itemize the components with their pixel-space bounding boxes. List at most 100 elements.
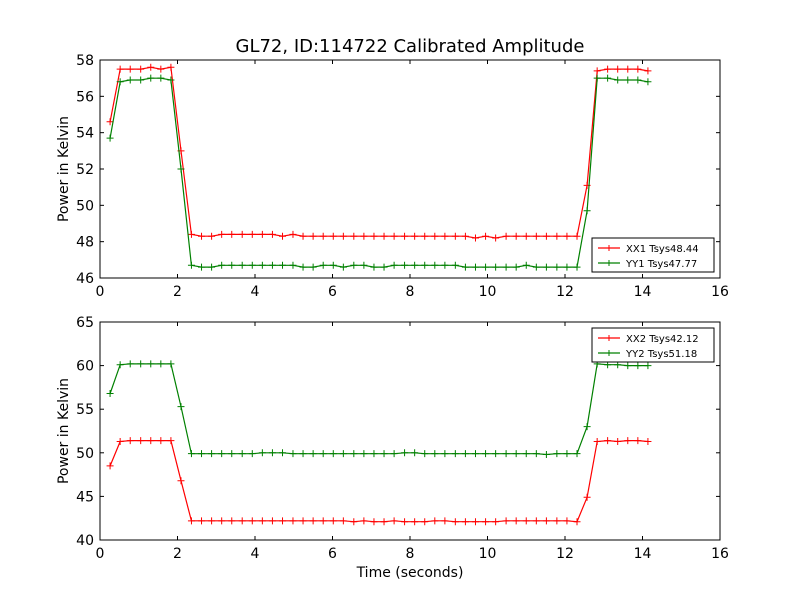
bottom-y-tick-label: 50 — [76, 446, 94, 462]
top-data-point — [248, 261, 256, 269]
bottom-data-point — [309, 517, 317, 525]
top-data-point — [441, 261, 449, 269]
top-data-point — [218, 261, 226, 269]
top-data-point — [461, 232, 469, 240]
bottom-data-point — [157, 360, 165, 368]
bottom-data-point — [238, 517, 246, 525]
bottom-data-point — [512, 450, 520, 458]
top-legend-marker — [606, 245, 612, 251]
bottom-data-point — [421, 518, 429, 526]
bottom-data-point — [401, 518, 409, 526]
bottom-data-point — [299, 517, 307, 525]
top-data-point — [532, 263, 540, 271]
bottom-data-point — [248, 450, 256, 458]
bottom-data-point — [532, 517, 540, 525]
bottom-x-tick-label: 16 — [711, 546, 729, 562]
top-data-point — [542, 263, 550, 271]
bottom-data-point — [471, 450, 479, 458]
bottom-data-point — [299, 450, 307, 458]
top-data-point — [502, 232, 510, 240]
top-data-point — [451, 232, 459, 240]
top-data-point — [279, 261, 287, 269]
bottom-data-point — [208, 450, 216, 458]
top-data-point — [116, 78, 124, 86]
bottom-x-tick-label: 0 — [96, 546, 105, 562]
bottom-data-point — [390, 517, 398, 525]
top-data-point — [268, 230, 276, 238]
bottom-data-point — [634, 362, 642, 370]
bottom-x-tick-label: 8 — [406, 546, 415, 562]
top-data-point — [126, 76, 134, 84]
top-data-point — [411, 261, 419, 269]
bottom-data-point — [137, 437, 145, 445]
bottom-data-point — [380, 518, 388, 526]
bottom-data-point — [380, 450, 388, 458]
bottom-data-point — [238, 450, 246, 458]
bottom-data-point — [451, 450, 459, 458]
top-data-point — [289, 230, 297, 238]
top-x-tick-label: 16 — [711, 284, 729, 300]
bottom-y-tick-label: 40 — [76, 533, 94, 549]
bottom-data-point — [339, 450, 347, 458]
bottom-x-tick-label: 12 — [556, 546, 574, 562]
top-data-point — [573, 263, 581, 271]
top-data-point — [157, 74, 165, 82]
bottom-data-point — [482, 518, 490, 526]
top-data-point — [604, 74, 612, 82]
top-y-tick-label: 52 — [76, 162, 94, 178]
top-data-point — [177, 165, 185, 173]
top-data-point — [157, 65, 165, 73]
top-legend-label: YY1 Tsys47.77 — [625, 259, 697, 270]
bottom-data-point — [370, 450, 378, 458]
top-data-point — [604, 65, 612, 73]
bottom-x-tick-label: 6 — [328, 546, 337, 562]
bottom-data-point — [329, 450, 337, 458]
top-x-tick-label: 14 — [634, 284, 652, 300]
top-x-tick-label: 0 — [96, 284, 105, 300]
bottom-data-point — [492, 450, 500, 458]
top-data-point — [421, 232, 429, 240]
bottom-data-point — [147, 360, 155, 368]
bottom-panel: 0 2 4 6 8 10 12 14 16 40 45 50 55 60 65 XX2 Tsys42.12 YY… — [76, 315, 729, 562]
top-data-point — [593, 74, 601, 82]
top-data-point — [451, 261, 459, 269]
bottom-data-point — [116, 361, 124, 369]
bottom-legend-label: XX2 Tsys42.12 — [626, 334, 699, 345]
bottom-data-point — [614, 437, 622, 445]
bottom-data-point — [482, 450, 490, 458]
bottom-data-point — [319, 450, 327, 458]
top-data-point — [614, 65, 622, 73]
top-data-point — [573, 232, 581, 240]
bottom-x-tick-label: 14 — [634, 546, 652, 562]
top-data-point — [482, 263, 490, 271]
bottom-x-tick-label: 10 — [479, 546, 497, 562]
top-y-axis-label: Power in Kelvin — [56, 116, 72, 222]
bottom-data-point — [593, 437, 601, 445]
top-data-point — [492, 263, 500, 271]
bottom-data-point — [431, 450, 439, 458]
top-data-point — [238, 261, 246, 269]
top-data-point — [137, 65, 145, 73]
top-legend-box — [591, 237, 715, 273]
top-data-point — [461, 263, 469, 271]
bottom-data-point — [177, 477, 185, 485]
top-y-tick-label: 58 — [76, 53, 94, 69]
top-x-tick-label: 2 — [173, 284, 182, 300]
top-data-point — [268, 261, 276, 269]
bottom-data-point — [228, 517, 236, 525]
bottom-data-point — [218, 517, 226, 525]
bottom-legend-label: YY2 Tsys51.18 — [625, 349, 697, 360]
bottom-data-point — [167, 360, 175, 368]
bottom-data-point — [248, 517, 256, 525]
top-data-point — [644, 78, 652, 86]
top-data-point — [339, 263, 347, 271]
bottom-data-point — [228, 450, 236, 458]
bottom-data-point — [563, 450, 571, 458]
bottom-data-point — [553, 450, 561, 458]
bottom-data-point — [502, 450, 510, 458]
bottom-data-point — [411, 449, 419, 457]
bottom-y-tick-label: 60 — [76, 359, 94, 375]
top-data-point — [329, 261, 337, 269]
top-data-point — [502, 263, 510, 271]
top-data-point — [187, 261, 195, 269]
